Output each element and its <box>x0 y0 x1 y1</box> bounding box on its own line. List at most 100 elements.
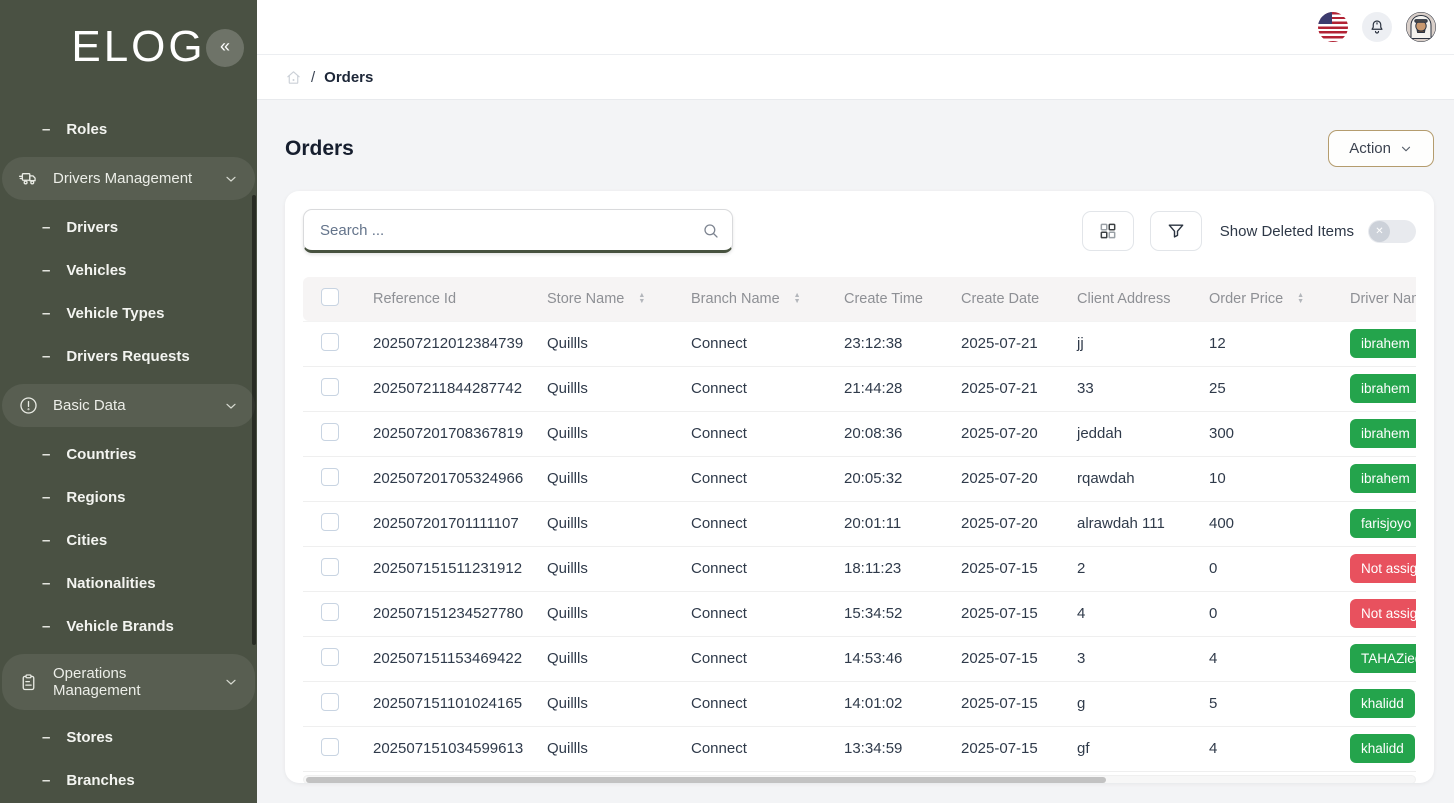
sort-icon: ▲▼ <box>1297 293 1304 305</box>
cell-store: Quillls <box>529 411 673 456</box>
table-row: 202507151234527780QuilllsConnect15:34:52… <box>303 591 1416 636</box>
driver-badge[interactable]: khalidd <box>1350 734 1415 763</box>
sidebar-item-nationalities[interactable]: –Nationalities <box>0 564 257 603</box>
row-checkbox[interactable] <box>321 333 339 351</box>
row-checkbox[interactable] <box>321 603 339 621</box>
cell-create_time: 14:01:02 <box>826 681 943 726</box>
driver-badge[interactable]: TAHAZieda <box>1350 644 1416 673</box>
row-checkbox[interactable] <box>321 648 339 666</box>
dash-bullet: – <box>42 348 50 365</box>
sidebar-item-label: Drivers Requests <box>66 348 189 365</box>
search-input[interactable] <box>303 209 733 253</box>
horizontal-scrollbar-thumb[interactable] <box>306 777 1106 783</box>
cell-client_address: g <box>1059 681 1191 726</box>
sidebar-item-regions[interactable]: –Regions <box>0 478 257 517</box>
sidebar-item-roles[interactable]: –Roles <box>0 110 257 149</box>
row-checkbox[interactable] <box>321 378 339 396</box>
sidebar-item-branches[interactable]: –Branches <box>0 761 257 800</box>
sidebar-item-vehicles[interactable]: –Vehicles <box>0 251 257 290</box>
cell-order_price: 4 <box>1191 636 1332 681</box>
sidebar-item-stores[interactable]: –Stores <box>0 718 257 757</box>
dash-bullet: – <box>42 305 50 322</box>
cell-driver: ibrahem <box>1332 321 1416 366</box>
search-icon <box>702 222 720 240</box>
sidebar-item-vehicle-types[interactable]: –Vehicle Types <box>0 294 257 333</box>
cell-reference_id: 202507201705324966 <box>355 456 529 501</box>
sidebar: ELOG « –RolesDrivers Management–Drivers–… <box>0 0 257 803</box>
sidebar-item-label: Nationalities <box>66 575 155 592</box>
cell-create_date: 2025-07-15 <box>943 591 1059 636</box>
dash-bullet: – <box>42 219 50 236</box>
select-all-checkbox[interactable] <box>321 288 339 306</box>
dash-bullet: – <box>42 532 50 549</box>
row-select-cell <box>303 591 355 636</box>
cell-order_price: 5 <box>1191 681 1332 726</box>
sidebar-item-vehicle-brands[interactable]: –Vehicle Brands <box>0 607 257 646</box>
cell-store: Quillls <box>529 321 673 366</box>
action-button[interactable]: Action <box>1328 130 1434 167</box>
sidebar-item-drivers-management[interactable]: Drivers Management <box>2 157 255 200</box>
driver-badge[interactable]: Not assigned <box>1350 554 1416 583</box>
cell-reference_id: 202507201701111107 <box>355 501 529 546</box>
cell-create_time: 20:05:32 <box>826 456 943 501</box>
content: Orders Action <box>257 100 1454 803</box>
column-layout-button[interactable] <box>1082 211 1134 251</box>
sidebar-item-label: Stores <box>66 729 113 746</box>
cell-store: Quillls <box>529 546 673 591</box>
row-checkbox[interactable] <box>321 693 339 711</box>
language-flag-button[interactable] <box>1318 12 1348 42</box>
driver-badge[interactable]: ibrahem <box>1350 419 1416 448</box>
column-header-order-price[interactable]: Order Price▲▼ <box>1191 277 1332 321</box>
cell-create_date: 2025-07-20 <box>943 411 1059 456</box>
sidebar-item-operations-management[interactable]: Operations Management <box>2 654 255 710</box>
cell-create_date: 2025-07-15 <box>943 726 1059 771</box>
home-icon[interactable] <box>285 69 302 86</box>
sidebar-collapse-button[interactable]: « <box>206 29 244 67</box>
driver-badge[interactable]: khalidd <box>1350 689 1415 718</box>
driver-badge[interactable]: ibrahem <box>1350 329 1416 358</box>
main-area: / Orders Orders Action <box>257 0 1454 803</box>
toggle-knob: ✕ <box>1369 221 1390 242</box>
row-checkbox[interactable] <box>321 468 339 486</box>
cell-reference_id: 202507151034599613 <box>355 726 529 771</box>
cell-order_price: 400 <box>1191 501 1332 546</box>
column-header-create-date: Create Date <box>943 277 1059 321</box>
cell-branch: Connect <box>673 366 826 411</box>
notifications-button[interactable] <box>1362 12 1392 42</box>
show-deleted-toggle[interactable]: ✕ <box>1368 220 1416 243</box>
driver-badge[interactable]: ibrahem <box>1350 374 1416 403</box>
column-header-branch-name[interactable]: Branch Name▲▼ <box>673 277 826 321</box>
chevron-down-icon <box>1399 142 1413 156</box>
row-checkbox[interactable] <box>321 558 339 576</box>
cell-create_date: 2025-07-15 <box>943 546 1059 591</box>
cell-client_address: 3 <box>1059 636 1191 681</box>
driver-badge[interactable]: farisjoyo <box>1350 509 1416 538</box>
cell-driver: ibrahem <box>1332 456 1416 501</box>
driver-badge[interactable]: ibrahem <box>1350 464 1416 493</box>
topbar <box>257 0 1454 55</box>
sidebar-item-cities[interactable]: –Cities <box>0 521 257 560</box>
cell-driver: ibrahem <box>1332 366 1416 411</box>
cell-create_date: 2025-07-21 <box>943 321 1059 366</box>
user-avatar[interactable] <box>1406 12 1436 42</box>
cell-order_price: 12 <box>1191 321 1332 366</box>
dash-bullet: – <box>42 772 50 789</box>
cell-driver: Not assigned <box>1332 591 1416 636</box>
sidebar-item-drivers-requests[interactable]: –Drivers Requests <box>0 337 257 376</box>
row-checkbox[interactable] <box>321 423 339 441</box>
row-checkbox[interactable] <box>321 513 339 531</box>
filter-button[interactable] <box>1150 211 1202 251</box>
cell-store: Quillls <box>529 366 673 411</box>
sidebar-item-basic-data[interactable]: Basic Data <box>2 384 255 427</box>
sidebar-item-countries[interactable]: –Countries <box>0 435 257 474</box>
sidebar-scrollbar[interactable] <box>252 195 256 645</box>
cell-client_address: rqawdah <box>1059 456 1191 501</box>
driver-badge[interactable]: Not assigned <box>1350 599 1416 628</box>
sidebar-item-drivers[interactable]: –Drivers <box>0 208 257 247</box>
dash-bullet: – <box>42 729 50 746</box>
column-header-store-name[interactable]: Store Name▲▼ <box>529 277 673 321</box>
cell-store: Quillls <box>529 636 673 681</box>
cell-reference_id: 202507211844287742 <box>355 366 529 411</box>
horizontal-scrollbar[interactable] <box>303 775 1416 784</box>
row-checkbox[interactable] <box>321 738 339 756</box>
